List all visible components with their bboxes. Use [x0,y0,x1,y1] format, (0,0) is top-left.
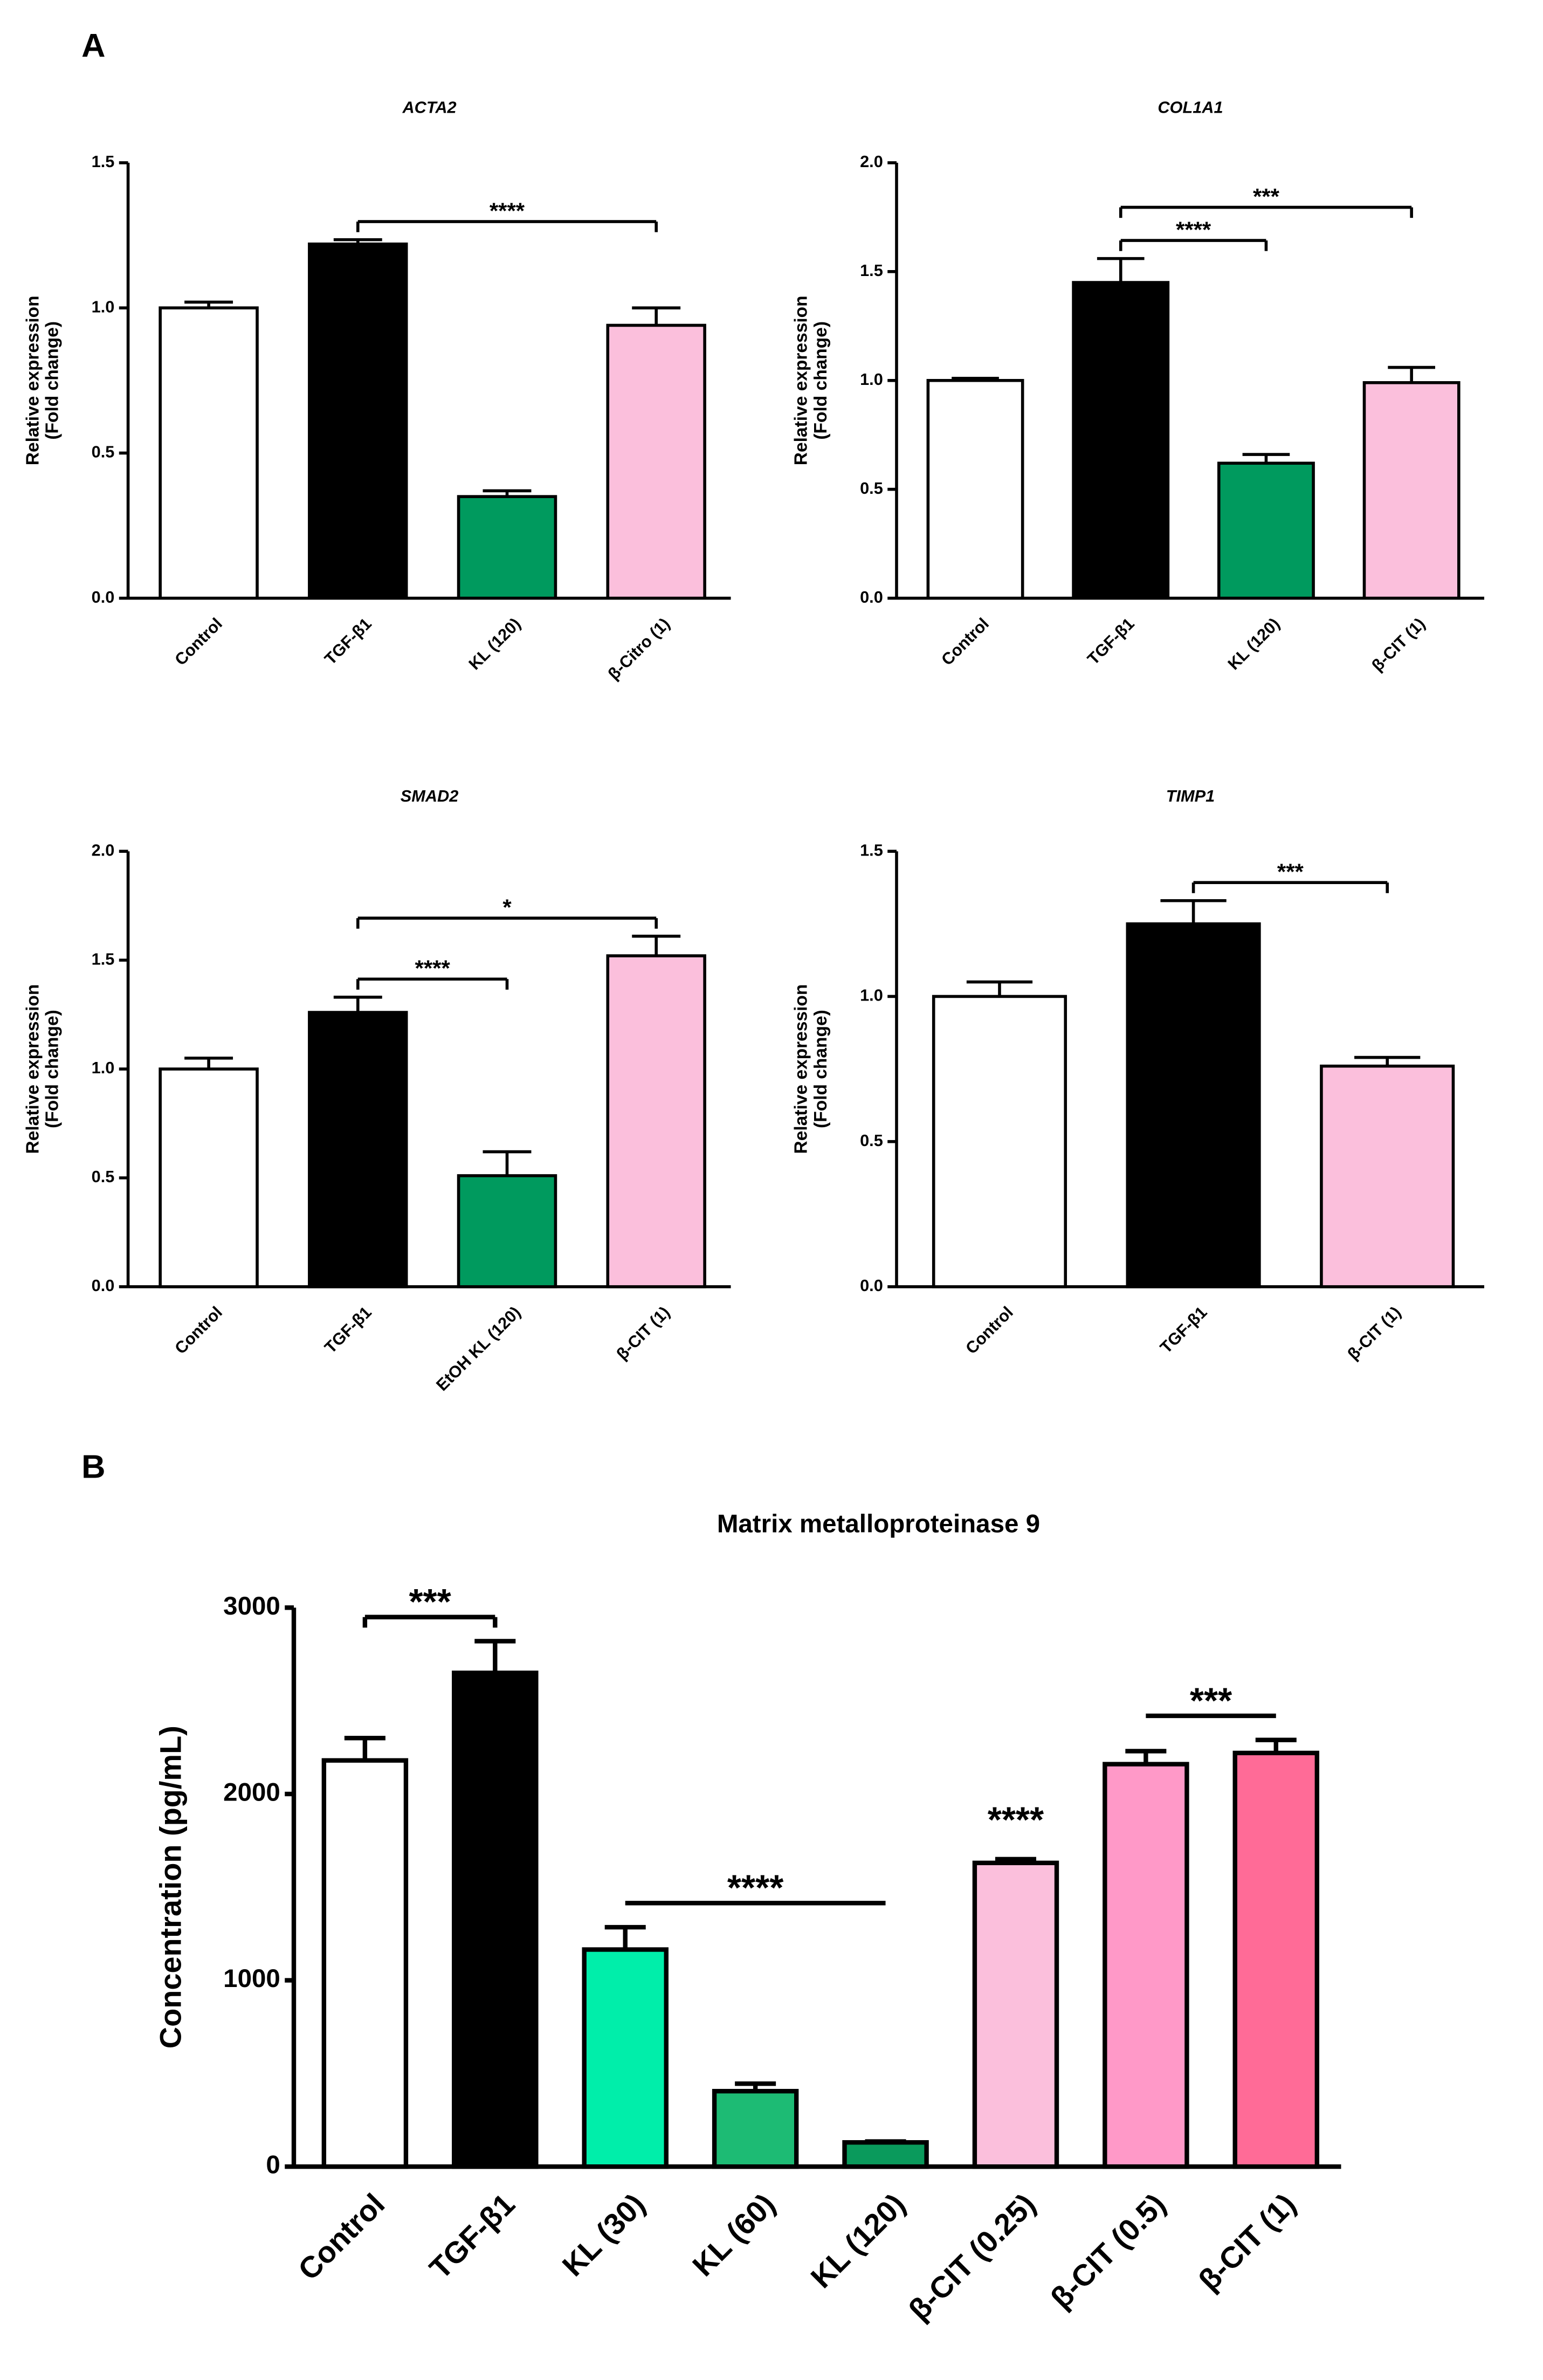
x-tick-label: TGF-β1 [423,2187,521,2286]
chart-title: COL1A1 [1158,98,1223,117]
significance-label: *** [409,1582,451,1622]
y-axis-label: (Fold change) [43,321,63,440]
significance-label: *** [1190,1680,1232,1721]
significance-label: **** [1176,217,1211,242]
bar [321,1758,409,2169]
x-tick-label: KL (30) [555,2187,651,2283]
significance-label: * [502,895,512,920]
y-tick-label: 2.0 [860,152,883,171]
bar [842,2140,929,2169]
panel-label: B [81,1448,105,1485]
bar [926,378,1024,600]
x-tick-label: β-CIT (0.25) [902,2187,1042,2327]
significance-label: **** [415,956,451,981]
y-tick-label: 1.0 [92,1058,115,1077]
x-tick-label: Control [962,1303,1017,1358]
significance-label: *** [1253,184,1280,209]
y-tick-label: 1.5 [860,840,883,859]
x-tick-label: EtOH KL (120) [432,1303,524,1395]
chart-title: Matrix metalloproteinase 9 [717,1510,1040,1539]
bar [1126,922,1261,1288]
bar [457,1174,557,1288]
x-tick-label: TGF-β1 [321,1303,375,1357]
y-tick-label: 2000 [223,1778,280,1806]
x-tick-label: KL (120) [804,2187,912,2295]
y-tick-label: 1000 [223,1964,280,1993]
x-tick-label: TGF-β1 [1156,1303,1211,1357]
y-axis-label: Relative expression [791,295,811,465]
y-tick-label: 2.0 [92,840,115,859]
y-axis-label: (Fold change) [43,1010,63,1128]
x-tick-label: KL (120) [1224,614,1283,673]
bar [159,306,259,600]
bar [1072,281,1170,600]
y-tick-label: 0.0 [92,588,115,606]
x-tick-label: β-Citro (1) [604,614,674,684]
bar [932,995,1067,1288]
bar [1362,381,1461,600]
chart-title: SMAD2 [401,787,459,805]
bar [1320,1064,1455,1288]
bar [606,954,706,1288]
y-tick-label: 1.0 [860,986,883,1005]
x-tick-label: Control [938,614,993,669]
panel-label: A [81,27,105,65]
y-axis-label: Relative expression [23,295,43,465]
bar [1103,1762,1189,2169]
x-tick-label: β-CIT (0.5) [1044,2187,1172,2315]
bar [712,2088,799,2169]
bar [1217,461,1315,600]
y-axis-label: Concentration (pg/mL) [153,1726,187,2048]
bar [1232,1750,1320,2169]
chart-title: TIMP1 [1166,787,1215,805]
y-tick-label: 0.5 [860,479,883,498]
x-tick-label: TGF-β1 [321,614,375,668]
y-tick-label: 0.0 [860,588,883,606]
y-tick-label: 0.5 [92,1167,115,1186]
y-tick-label: 0.5 [92,443,115,461]
chart-title: ACTA2 [402,98,456,117]
y-tick-label: 1.5 [92,949,115,968]
bar [972,1860,1059,2169]
x-tick-label: KL (60) [686,2187,782,2283]
y-tick-label: 0 [266,2151,280,2179]
significance-label: **** [490,198,525,223]
bar [159,1067,259,1288]
y-axis-label: Relative expression [791,984,811,1154]
bar [308,1011,408,1288]
significance-label: **** [727,1868,784,1908]
x-tick-label: β-CIT (1) [1192,2187,1303,2298]
y-tick-label: 0.0 [860,1276,883,1295]
y-tick-label: 1.0 [860,370,883,389]
y-axis-label: (Fold change) [811,321,831,440]
x-tick-label: β-CIT (1) [1368,614,1429,675]
x-tick-label: KL (120) [465,614,524,673]
bar [308,242,408,600]
x-tick-label: Control [171,614,226,669]
y-tick-label: 1.5 [860,261,883,280]
x-tick-label: β-CIT (1) [612,1303,673,1364]
y-tick-label: 0.0 [92,1276,115,1295]
y-axis-label: Relative expression [23,984,43,1154]
bar [606,323,706,600]
y-tick-label: 1.0 [92,297,115,316]
bar [457,495,557,600]
significance-label: **** [988,1800,1044,1840]
x-tick-label: Control [291,2187,391,2287]
bar [452,1671,539,2169]
significance-label: *** [1277,859,1304,885]
bar [582,1947,669,2169]
y-tick-label: 0.5 [860,1131,883,1150]
y-axis-label: (Fold change) [811,1010,831,1128]
x-tick-label: Control [171,1303,226,1358]
x-tick-label: β-CIT (1) [1344,1303,1404,1364]
x-tick-label: TGF-β1 [1084,614,1138,668]
y-tick-label: 3000 [223,1592,280,1620]
y-tick-label: 1.5 [92,152,115,171]
